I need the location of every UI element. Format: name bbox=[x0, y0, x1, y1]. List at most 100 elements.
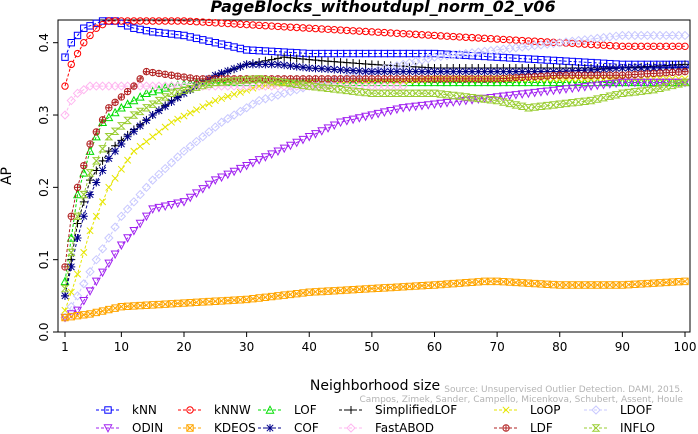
data-point-inflo bbox=[574, 98, 583, 106]
data-point-fastabod bbox=[348, 81, 358, 91]
data-point-inflo bbox=[430, 89, 439, 98]
data-point-inflo bbox=[392, 89, 402, 98]
data-point-inflo bbox=[643, 86, 652, 95]
data-point-odin bbox=[135, 219, 145, 229]
data-point-inflo bbox=[273, 77, 283, 86]
data-point-inflo bbox=[286, 79, 295, 88]
data-point-inflo bbox=[492, 96, 502, 105]
data-point-loop bbox=[205, 100, 213, 108]
data-point-ldf bbox=[505, 74, 514, 82]
data-point-ldf bbox=[437, 75, 445, 83]
data-point-odin bbox=[655, 78, 665, 88]
data-point-ldf bbox=[386, 75, 395, 83]
data-point-kdeos bbox=[255, 294, 263, 302]
legend-item-kdeos: KDEOS bbox=[178, 421, 256, 434]
data-point-kdeos bbox=[117, 302, 126, 311]
data-point-inflo bbox=[60, 284, 70, 293]
data-point-cof bbox=[549, 67, 558, 76]
data-point-ldf bbox=[549, 71, 558, 80]
data-point-ldof bbox=[141, 182, 152, 193]
data-point-lof bbox=[555, 77, 565, 87]
x-tick-label: 70 bbox=[489, 340, 504, 354]
data-point-odin bbox=[310, 130, 321, 139]
data-point-odin bbox=[480, 94, 490, 104]
data-point-cof bbox=[599, 65, 608, 74]
data-point-lof bbox=[574, 77, 584, 87]
y-axis-label: AP bbox=[0, 167, 15, 185]
data-point-cof bbox=[461, 67, 470, 76]
data-point-inflo bbox=[198, 81, 208, 90]
data-point-cof bbox=[543, 67, 552, 76]
data-point-lof bbox=[60, 276, 70, 286]
data-point-loop bbox=[92, 212, 100, 220]
data-point-ldf bbox=[512, 74, 520, 82]
data-point-lof bbox=[166, 81, 176, 90]
data-point-loop bbox=[80, 248, 88, 256]
data-point-odin bbox=[605, 80, 615, 89]
data-point-odin bbox=[661, 78, 671, 88]
data-point-ldf bbox=[593, 71, 602, 79]
legend-marker bbox=[266, 424, 274, 432]
data-point-odin bbox=[129, 227, 139, 236]
data-point-odin bbox=[336, 118, 346, 128]
data-point-fastabod bbox=[60, 110, 70, 120]
data-point-inflo bbox=[486, 96, 496, 104]
data-point-inflo bbox=[116, 122, 126, 130]
data-point-cof bbox=[505, 67, 514, 76]
data-point-cof bbox=[98, 166, 107, 175]
data-point-ldf bbox=[117, 93, 126, 101]
series-line-knn bbox=[64, 20, 685, 65]
data-point-lof bbox=[599, 77, 609, 87]
data-point-odin bbox=[436, 99, 446, 109]
data-point-odin bbox=[348, 115, 358, 125]
data-point-cof bbox=[624, 64, 633, 73]
data-point-cof bbox=[574, 66, 583, 75]
data-point-lof bbox=[517, 77, 527, 87]
data-point-cof bbox=[580, 66, 589, 75]
data-point-ldf bbox=[562, 71, 570, 79]
data-point-odin bbox=[580, 83, 590, 92]
data-point-knn bbox=[73, 31, 82, 40]
data-point-lof bbox=[498, 77, 508, 87]
y-tick-label: 0.1 bbox=[37, 250, 51, 269]
data-point-odin bbox=[298, 135, 308, 145]
data-point-ldof bbox=[160, 163, 170, 174]
data-point-odin bbox=[555, 86, 565, 95]
data-point-odin bbox=[642, 78, 652, 88]
data-point-loop bbox=[149, 133, 157, 141]
data-point-inflo bbox=[329, 85, 339, 93]
data-point-odin bbox=[179, 198, 189, 207]
data-point-ldof bbox=[667, 30, 678, 41]
data-point-cof bbox=[674, 64, 683, 73]
data-point-ldof bbox=[623, 30, 634, 41]
data-point-cof bbox=[380, 67, 389, 76]
data-point-inflo bbox=[336, 86, 345, 94]
legend-marker bbox=[502, 406, 510, 414]
data-point-cof bbox=[411, 67, 420, 76]
data-point-fastabod bbox=[360, 81, 371, 91]
data-point-ldf bbox=[123, 87, 132, 96]
legend-label: kNNW bbox=[214, 403, 251, 417]
data-point-cof bbox=[223, 66, 232, 75]
legend-marker bbox=[186, 424, 194, 432]
data-point-fastabod bbox=[104, 81, 114, 91]
data-point-ldof bbox=[210, 122, 221, 132]
data-point-kdeos bbox=[98, 307, 107, 315]
data-point-inflo bbox=[304, 82, 314, 90]
data-point-inflo bbox=[279, 78, 289, 87]
data-point-loop bbox=[86, 227, 94, 235]
data-point-ldof bbox=[104, 233, 114, 243]
data-point-ldf bbox=[186, 74, 194, 82]
data-point-ldf bbox=[311, 75, 320, 83]
data-point-ldf bbox=[324, 75, 332, 83]
legend-item-inflo: INFLO bbox=[584, 421, 655, 434]
data-point-ldf bbox=[374, 75, 382, 83]
data-point-inflo bbox=[373, 89, 383, 98]
data-point-cof bbox=[79, 212, 88, 221]
data-point-odin bbox=[191, 189, 202, 199]
data-point-fastabod bbox=[185, 81, 195, 91]
data-point-ldf bbox=[155, 69, 163, 78]
data-point-odin bbox=[248, 159, 258, 168]
data-point-fastabod bbox=[72, 88, 83, 99]
data-point-inflo bbox=[580, 97, 590, 105]
